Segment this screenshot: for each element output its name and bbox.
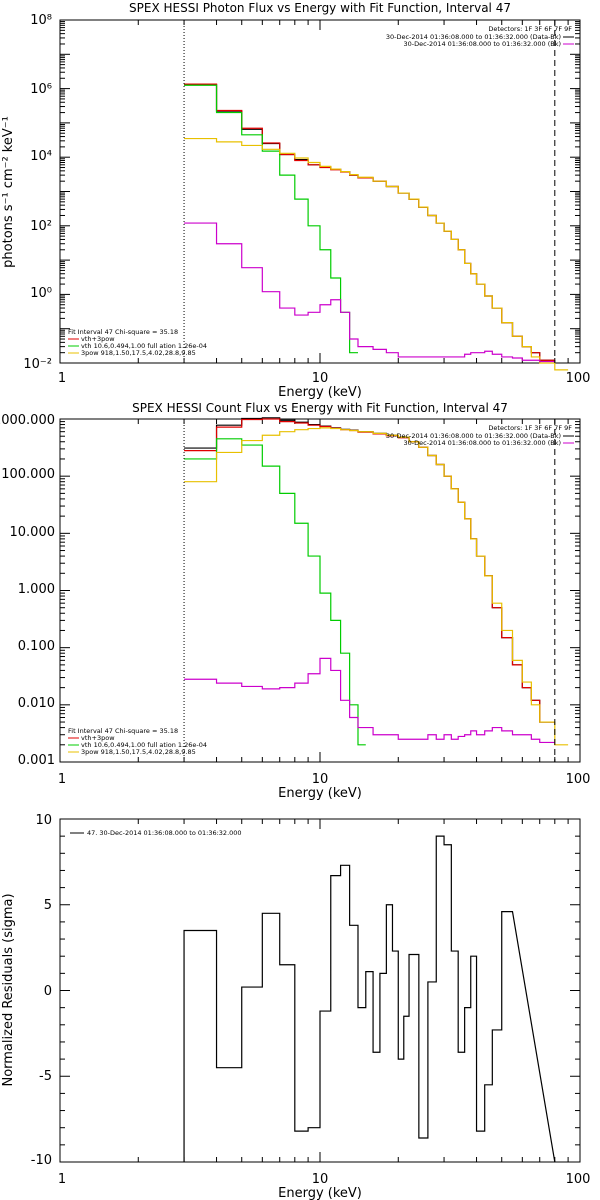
- count-flux-legend-bottom-entry-1: vth+3pow: [81, 734, 115, 742]
- count-flux-legend-bottom-entry-3: 3pow 918,1.50,17.5,4.02,28.8,9.85: [81, 748, 196, 756]
- photon-flux-ytick-1e2: 10²: [30, 219, 52, 234]
- count-flux-ytick-0.010: 0.010: [18, 696, 55, 711]
- residuals-legend-entry: 47. 30-Dec-2014 01:36:08.000 to 01:36:32…: [87, 829, 242, 837]
- photon-flux-series: [184, 83, 569, 371]
- count-flux-legend-top: Detectors: 1F 3F 6F 7F 9F 30-Dec-2014 01…: [386, 424, 574, 447]
- count-flux-xtick-1: 1: [58, 772, 66, 787]
- residuals-ytick-0: 0: [44, 984, 52, 999]
- residuals-ticks: [59, 818, 580, 1163]
- count-flux-xtick-100: 100: [566, 772, 591, 787]
- residuals-ytick-neg5: -5: [39, 1069, 52, 1084]
- count-flux-ytick-1.000: 1.000: [18, 582, 55, 597]
- photon-flux-xtick-100: 100: [566, 371, 591, 386]
- residuals-series-1-47-30-dec-2014-01-36-08-000-to-01-36-32-: [183, 835, 556, 1163]
- residuals-xtick-10: 10: [312, 1172, 329, 1187]
- photon-flux-ytick-1e6: 10⁶: [30, 82, 52, 97]
- photon-flux-xtick-10: 10: [312, 371, 329, 386]
- photon-flux-vlines: [183, 20, 556, 363]
- photon-flux-legend-top-title: Detectors: 1F 3F 6F 7F 9F: [488, 25, 572, 33]
- photon-flux-title: SPEX HESSI Photon Flux vs Energy with Fi…: [129, 1, 511, 15]
- count-flux-legend-bottom: Fit Interval 47 Chi-square = 35.18 vth+3…: [68, 727, 207, 756]
- photon-flux-series-4-3pow-918-1-50-17-5-4-02-28-8-9-85: [184, 137, 569, 371]
- photon-flux-legend-bottom-title: Fit Interval 47 Chi-square = 35.18: [68, 328, 178, 336]
- residuals-ytick-10: 10: [35, 813, 52, 828]
- photon-flux-ytick-1e8: 10⁸: [30, 13, 52, 28]
- residuals-series: [183, 835, 556, 1163]
- photon-flux-legend-top-entry-2: 30-Dec-2014 01:36:08.000 to 01:36:32.000…: [404, 40, 562, 48]
- photon-flux-ylabel: photons s⁻¹ cm⁻² keV⁻¹: [1, 116, 16, 268]
- count-flux-series-5-30-dec-2014-01-36-08-000-to-01-36-32-000: [184, 657, 555, 744]
- photon-flux-legend-bottom-entry-1: vth+3pow: [81, 335, 115, 343]
- residuals-ytick-5: 5: [44, 898, 52, 913]
- count-flux-series-4-3pow-918-1-50-17-5-4-02-28-8-9-85: [184, 427, 569, 746]
- photon-flux-ticks: [59, 19, 580, 364]
- residuals-ytick-neg10: -10: [31, 1153, 52, 1168]
- photon-flux-legend-top: Detectors: 1F 3F 6F 7F 9F 30-Dec-2014 01…: [386, 25, 574, 48]
- count-flux-ytick-0.001: 0.001: [18, 753, 55, 768]
- count-flux-legend-top-title: Detectors: 1F 3F 6F 7F 9F: [488, 424, 572, 432]
- photon-flux-series-3-vth-10-6-0-494-1-00-full-ation-1-26e-04: [184, 84, 358, 354]
- count-flux-legend-top-entry-1: 30-Dec-2014 01:36:08.000 to 01:36:32.000…: [386, 432, 561, 440]
- photon-flux-ytick-1e4: 10⁴: [30, 149, 52, 164]
- count-flux-ytick-1000.000: 1000.000: [0, 413, 55, 428]
- photon-flux-legend-bottom-entry-3: 3pow 918,1.50,17.5,4.02,28.8,9.85: [81, 349, 196, 357]
- count-flux-legend-top-entry-2: 30-Dec-2014 01:36:08.000 to 01:36:32.000…: [404, 439, 562, 447]
- count-flux-title: SPEX HESSI Count Flux vs Energy with Fit…: [132, 401, 508, 415]
- count-flux-legend-bottom-entry-2: vth 10.6,0.494,1.00 full ation 1.26e-04: [81, 741, 207, 749]
- residuals-xlabel: Energy (keV): [278, 1186, 362, 1200]
- count-flux-ytick-10.000: 10.000: [10, 525, 56, 540]
- residuals-xtick-100: 100: [566, 1172, 591, 1187]
- count-flux-legend-bottom-title: Fit Interval 47 Chi-square = 35.18: [68, 727, 178, 735]
- residuals-xtick-1: 1: [58, 1172, 66, 1187]
- photon-flux-panel: SPEX HESSI Photon Flux vs Energy with Fi…: [1, 1, 590, 400]
- residuals-legend: 47. 30-Dec-2014 01:36:08.000 to 01:36:32…: [70, 829, 242, 837]
- photon-flux-legend-bottom: Fit Interval 47 Chi-square = 35.18 vth+3…: [68, 328, 207, 357]
- count-flux-ticks: [59, 418, 580, 763]
- photon-flux-xlabel: Energy (keV): [278, 385, 362, 400]
- photon-flux-ytick-1e0: 10⁰: [30, 286, 52, 301]
- count-flux-panel: SPEX HESSI Count Flux vs Energy with Fit…: [0, 401, 590, 801]
- count-flux-ytick-0.100: 0.100: [18, 639, 55, 654]
- residuals-panel: 1 10 100 Energy (keV) -10 -5 0 5 10 Norm…: [1, 813, 590, 1200]
- count-flux-ytick-100.000: 100.000: [1, 467, 55, 482]
- photon-flux-series-5-30-dec-2014-01-36-08-000-to-01-36-32-000: [184, 222, 555, 363]
- residuals-ylabel: Normalized Residuals (sigma): [1, 893, 16, 1086]
- count-flux-vlines: [183, 419, 556, 762]
- photon-flux-ytick-1e-2: 10⁻²: [23, 357, 52, 372]
- photon-flux-xtick-1: 1: [58, 371, 66, 386]
- count-flux-xlabel: Energy (keV): [278, 786, 362, 801]
- photon-flux-legend-bottom-entry-2: vth 10.6,0.494,1.00 full ation 1.26e-04: [81, 342, 207, 350]
- count-flux-series: [184, 417, 569, 746]
- count-flux-xtick-10: 10: [312, 772, 329, 787]
- photon-flux-legend-top-entry-1: 30-Dec-2014 01:36:08.000 to 01:36:32.000…: [386, 33, 561, 41]
